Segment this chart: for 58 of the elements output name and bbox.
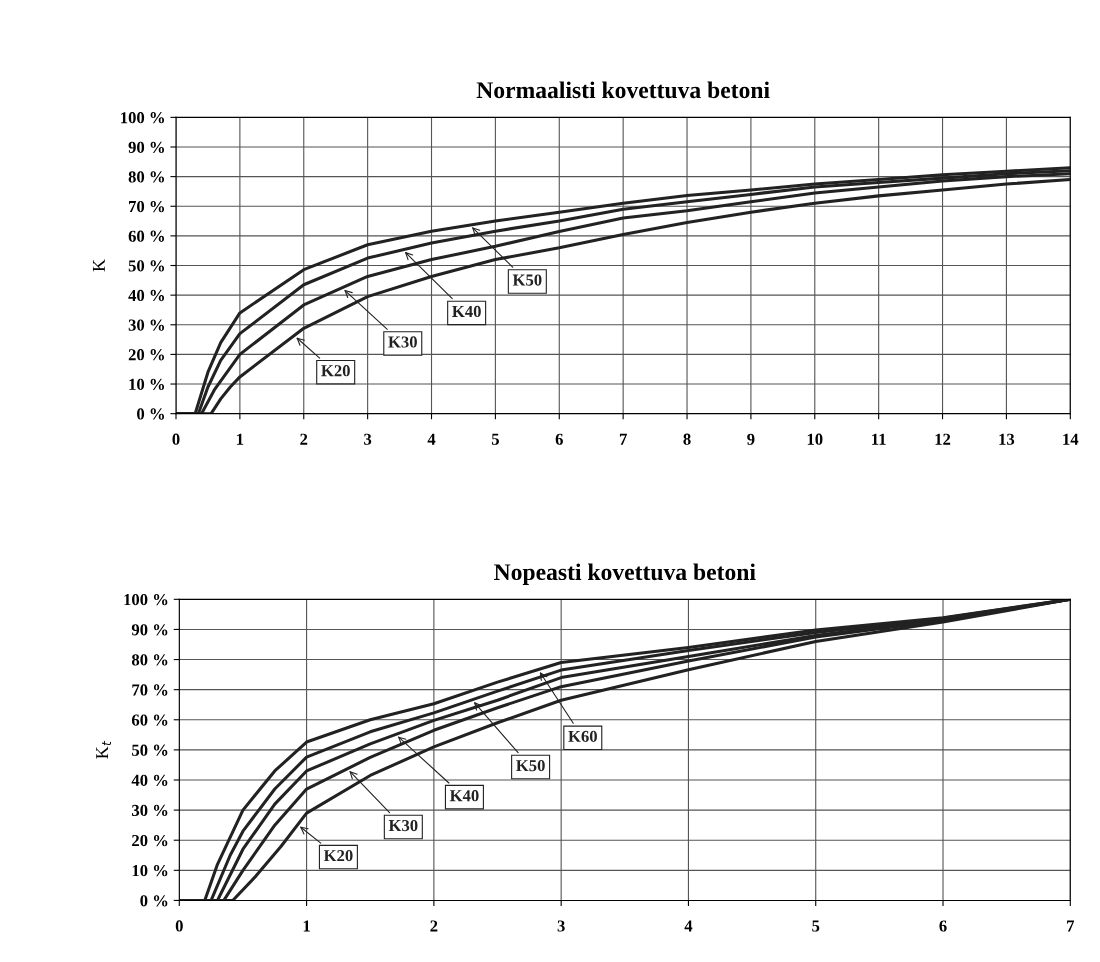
text: K40 [452,305,481,318]
y-tick-label: 50 % [128,260,165,272]
y-tick-label: 10 % [129,378,165,391]
x-tick-label: 5 [812,920,820,932]
x-tick-label: 0 [175,920,183,932]
text: K60 [568,730,597,743]
y-axis-title: K [92,259,105,272]
x-tick-label: 13 [999,433,1015,445]
text: K40 [449,790,479,802]
y-tick-label: 90 % [131,624,168,636]
y-tick-label: 30 % [128,319,165,331]
y-tick-label: 100 % [124,594,168,606]
x-tick-label: 3 [557,920,565,932]
y-tick-label: 60 % [128,230,165,242]
y-tick-label: 100 % [121,112,165,124]
x-tick-label: 5 [491,433,499,445]
legend-label: K20 [321,365,350,377]
y-axis-title: K$_{t}$ [96,740,111,759]
x-tick-label: 7 [619,433,627,445]
x-tick-label: 7 [1067,920,1075,932]
x-tick-label: 12 [935,433,951,445]
x-tick-label: 1 [237,433,244,445]
x-tick-label: 6 [555,433,563,445]
y-tick-label: 80 % [128,171,165,183]
x-tick-label: 0 [172,433,180,445]
text: K30 [388,336,417,348]
x-tick-label: 2 [300,433,308,445]
y-tick-label: 40 % [131,774,168,786]
y-tick-label: 0 % [140,895,168,907]
x-tick-label: 11 [872,433,886,445]
y-tick-label: 20 % [132,834,168,847]
x-tick-label: 9 [747,433,755,445]
chart-title: Nopeasti kovettuva betoni [494,563,756,585]
text: K50 [516,759,545,772]
y-tick-label: 10 % [132,865,168,877]
y-tick-label: 60 % [131,714,168,726]
chart-title: Normaalisti kovettuva betoni [476,81,770,99]
x-tick-label: 3 [364,433,372,445]
text: K50 [512,274,542,286]
y-tick-label: 0 % [137,408,165,420]
y-tick-label: 20 % [128,349,165,361]
y-tick-label: 70 % [132,684,168,696]
y-tick-label: 50 % [132,744,168,756]
x-tick-label: 4 [427,433,436,445]
y-tick-label: 30 % [132,804,168,817]
y-tick-label: 80 % [131,654,168,666]
legend-label: K20 [323,850,353,862]
x-tick-label: 10 [807,433,823,445]
y-tick-label: 40 % [128,289,165,302]
x-tick-label: 1 [303,920,310,932]
y-tick-label: 90 % [128,141,165,153]
y-tick-label: 70 % [129,200,165,213]
text: K30 [388,819,418,832]
x-tick-label: 14 [1063,433,1079,445]
x-tick-label: 6 [939,920,947,932]
x-tick-label: 2 [430,920,438,932]
x-tick-label: 8 [683,433,691,445]
x-tick-label: 4 [684,920,693,932]
